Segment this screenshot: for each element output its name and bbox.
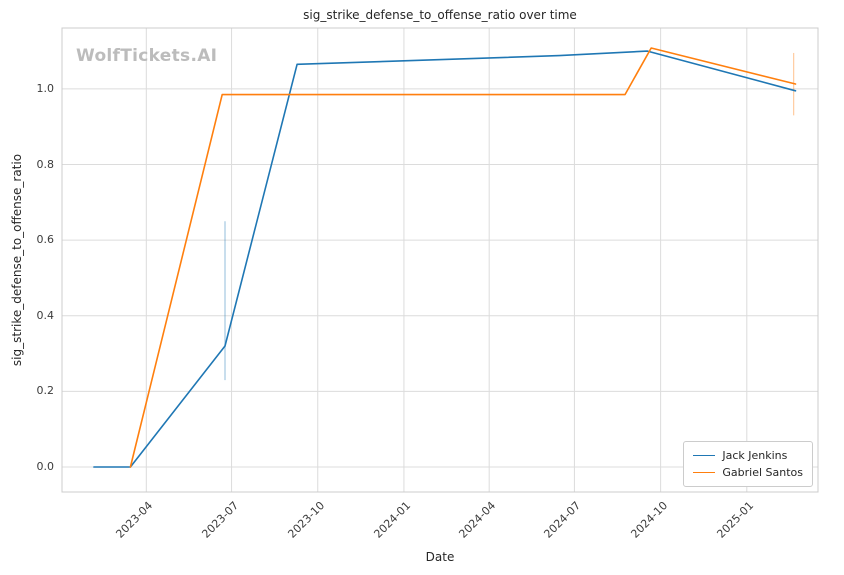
x-axis-label: Date <box>425 550 455 564</box>
legend-line-swatch <box>693 472 716 473</box>
series-line-jack-jenkins <box>93 50 797 468</box>
y-tick-label: 0.8 <box>36 157 55 171</box>
y-tick-label: 0.2 <box>36 384 55 398</box>
watermark: WolfTickets.AI <box>76 46 218 66</box>
legend-item: Jack Jenkins <box>693 447 803 464</box>
y-tick-label: 0.0 <box>36 460 55 474</box>
legend-line-swatch <box>693 455 716 456</box>
legend-label: Jack Jenkins <box>722 449 788 462</box>
y-tick-label: 1.0 <box>36 81 55 95</box>
legend-item: Gabriel Santos <box>693 464 803 481</box>
plot-border <box>61 27 819 493</box>
y-tick-label: 0.6 <box>36 233 55 247</box>
y-tick-label: 0.4 <box>36 308 55 322</box>
chart-title: sig_strike_defense_to_offense_ratio over… <box>303 8 577 22</box>
legend: Jack Jenkins Gabriel Santos <box>683 441 813 487</box>
y-axis-label: sig_strike_defense_to_offense_ratio <box>10 153 24 367</box>
series-line-gabriel-santos <box>129 47 797 468</box>
legend-label: Gabriel Santos <box>722 466 803 479</box>
